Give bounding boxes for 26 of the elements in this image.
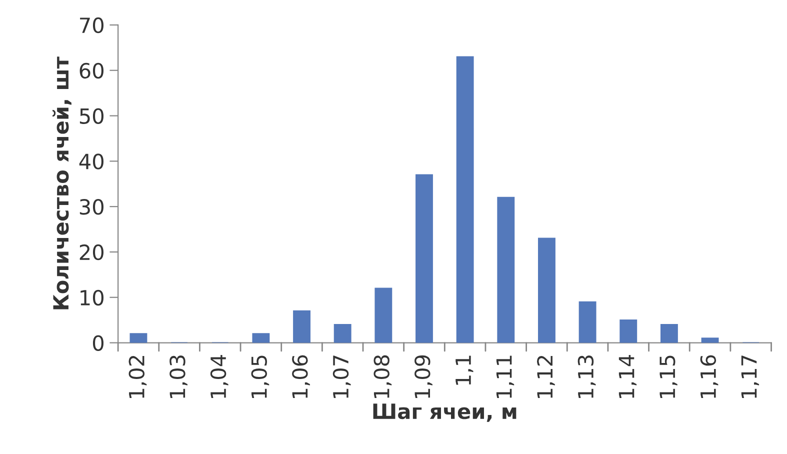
x-tick-label: 1,08	[374, 355, 392, 398]
y-axis-title: Количество ячей, шт	[52, 56, 72, 310]
y-tick-label: 30	[80, 199, 104, 215]
x-tick-label: 1,03	[170, 356, 188, 398]
y-tick-label: 0	[92, 335, 104, 351]
x-tick-label: 1,17	[741, 356, 760, 398]
x-tick-label: 1,09	[414, 355, 432, 398]
x-axis-title: Шаг ячеи, м	[373, 404, 516, 422]
x-tick-label: 1,16	[700, 355, 718, 398]
x-tick-label: 1,1	[456, 356, 474, 385]
x-tick-label: 1,14	[618, 355, 637, 398]
y-tick-label: 20	[80, 244, 104, 260]
y-tick-label: 60	[80, 62, 104, 79]
x-tick-label: 1,02	[128, 356, 147, 398]
y-tick-label: 10	[80, 290, 104, 306]
x-tick-label: 1,11	[496, 356, 514, 398]
x-tick-label: 1,06	[292, 355, 310, 398]
y-tick-label: 70	[80, 17, 104, 34]
y-tick-label: 50	[80, 108, 104, 124]
x-tick-label: 1,07	[332, 356, 351, 398]
y-tick-label: 40	[79, 154, 104, 170]
x-tick-label: 1,12	[537, 356, 555, 398]
x-tick-label: 1,13	[578, 356, 596, 398]
x-tick-label: 1,04	[210, 355, 228, 398]
x-tick-label: 1,05	[251, 356, 270, 398]
x-tick-label: 1,15	[660, 356, 678, 398]
